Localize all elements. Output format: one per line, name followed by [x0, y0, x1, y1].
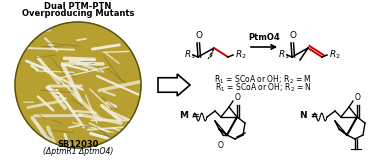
Text: O: O [195, 31, 202, 40]
Text: Dual PTM-PTN: Dual PTM-PTN [44, 2, 112, 11]
Text: N =: N = [300, 111, 318, 119]
Text: PtmO4: PtmO4 [248, 33, 280, 42]
Text: O: O [235, 93, 241, 102]
Text: R$_1$ = SCoA or OH; R$_2$ = N: R$_1$ = SCoA or OH; R$_2$ = N [215, 81, 311, 94]
Text: (ΔptmR1 ΔptmO4): (ΔptmR1 ΔptmO4) [43, 147, 113, 156]
Text: $R_2$: $R_2$ [235, 49, 247, 61]
Text: R$_1$ = SCoA or OH; R$_2$ = M: R$_1$ = SCoA or OH; R$_2$ = M [214, 73, 312, 85]
Text: $R_1$: $R_1$ [184, 49, 196, 61]
Text: Overproducing Mutants: Overproducing Mutants [22, 9, 134, 18]
Text: O: O [218, 141, 224, 150]
Circle shape [15, 22, 141, 148]
Text: SB12030: SB12030 [57, 140, 99, 149]
Text: $R_1$: $R_1$ [278, 49, 290, 61]
Text: M =: M = [180, 111, 200, 119]
Text: O: O [289, 31, 296, 40]
Polygon shape [158, 74, 190, 96]
Text: $R_2$: $R_2$ [329, 49, 341, 61]
Text: O: O [355, 93, 361, 102]
